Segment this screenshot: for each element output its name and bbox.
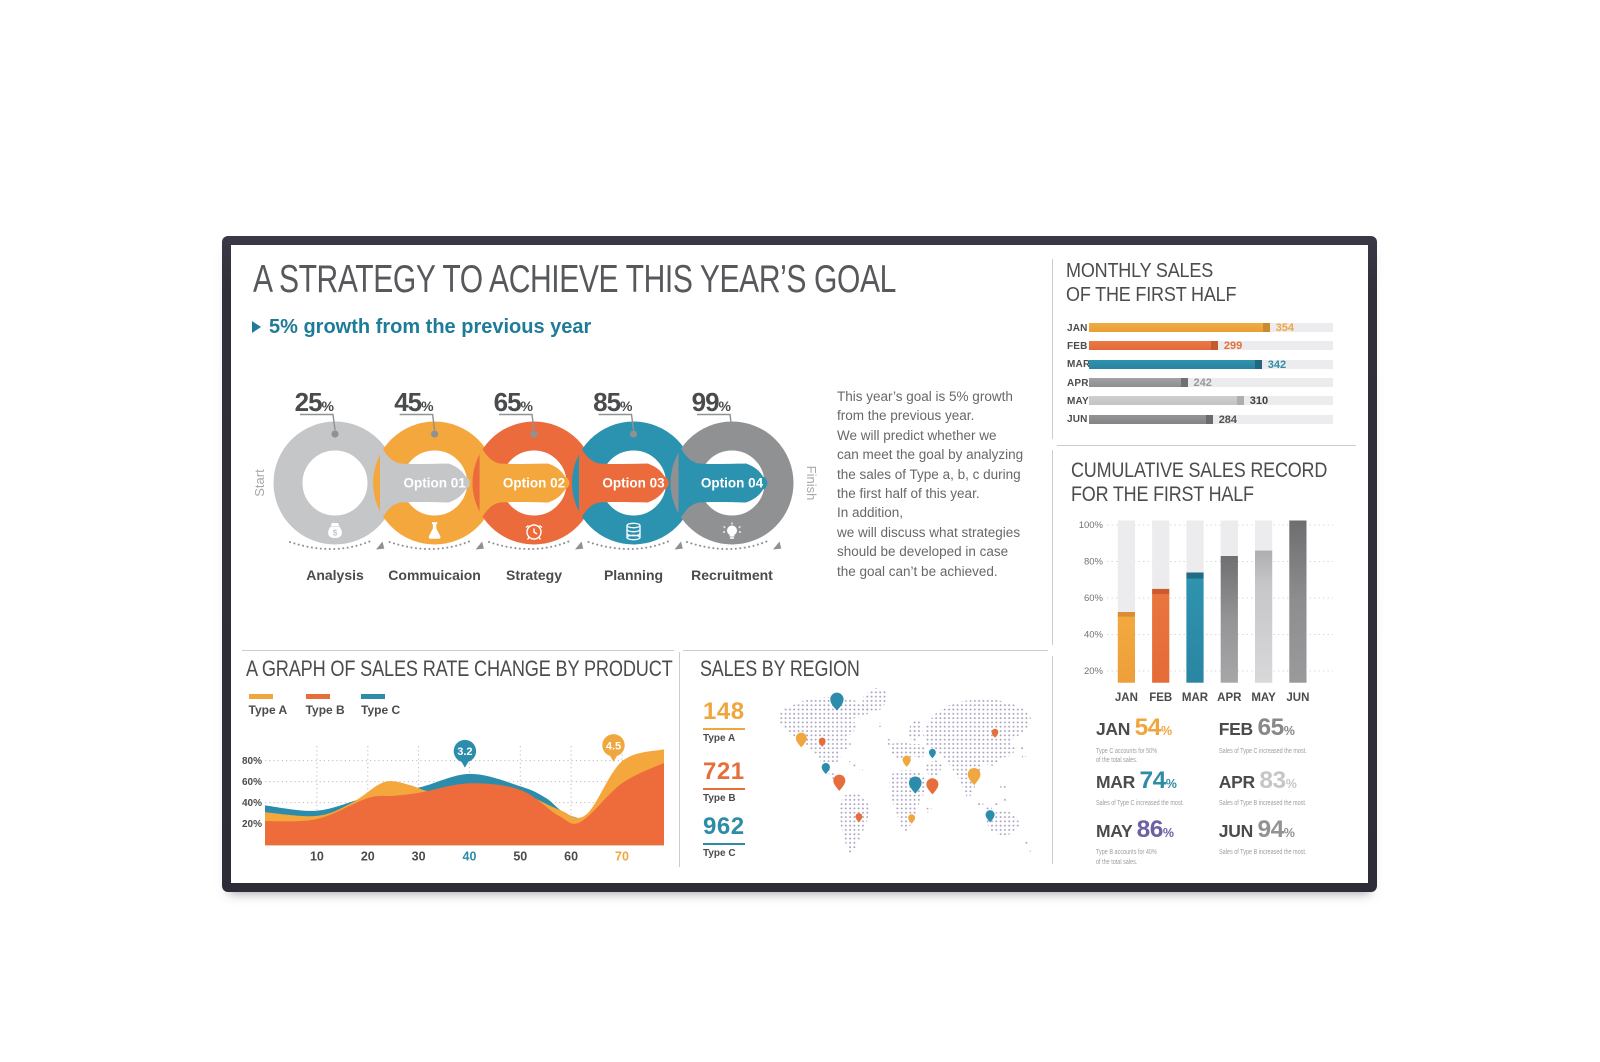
svg-text:Planning: Planning (604, 567, 663, 583)
svg-text:25%: 25% (295, 387, 335, 417)
svg-text:70: 70 (615, 850, 629, 864)
svg-text:20%: 20% (1084, 666, 1104, 677)
svg-text:JUN: JUN (1286, 692, 1309, 704)
svg-text:JAN: JAN (1115, 692, 1138, 704)
svg-text:$: $ (333, 529, 338, 538)
svg-text:80%: 80% (242, 756, 262, 767)
svg-text:40%: 40% (1084, 630, 1104, 641)
svg-text:Option 01: Option 01 (403, 476, 466, 491)
svg-text:Option 02: Option 02 (503, 476, 565, 491)
svg-text:40%: 40% (242, 798, 262, 809)
svg-text:FEB: FEB (1149, 692, 1172, 704)
svg-text:60%: 60% (242, 777, 262, 788)
svg-text:Finish: Finish (804, 466, 819, 501)
svg-text:Strategy: Strategy (506, 567, 562, 583)
svg-text:60: 60 (564, 850, 578, 864)
svg-text:Option 03: Option 03 (602, 476, 665, 491)
svg-text:99%: 99% (692, 387, 732, 417)
svg-text:Commuicaion: Commuicaion (388, 567, 481, 583)
svg-text:45%: 45% (394, 387, 434, 417)
svg-text:3.2: 3.2 (457, 746, 472, 758)
svg-text:50: 50 (513, 850, 527, 864)
svg-text:20: 20 (361, 850, 375, 864)
svg-text:60%: 60% (1084, 593, 1104, 604)
svg-text:80%: 80% (1084, 557, 1104, 568)
svg-text:Start: Start (252, 469, 267, 497)
svg-text:4.5: 4.5 (606, 740, 621, 752)
svg-text:MAR: MAR (1182, 692, 1209, 704)
svg-text:10: 10 (310, 850, 324, 864)
svg-text:20%: 20% (242, 819, 262, 830)
svg-text:30: 30 (412, 850, 426, 864)
svg-text:MAY: MAY (1251, 692, 1276, 704)
svg-text:65%: 65% (494, 387, 534, 417)
svg-text:40: 40 (463, 850, 477, 864)
svg-text:Analysis: Analysis (306, 567, 364, 583)
svg-text:Recruitment: Recruitment (691, 567, 773, 583)
svg-text:Option 04: Option 04 (701, 476, 764, 491)
svg-text:100%: 100% (1079, 520, 1104, 531)
svg-text:APR: APR (1217, 692, 1242, 704)
svg-text:85%: 85% (593, 387, 633, 417)
